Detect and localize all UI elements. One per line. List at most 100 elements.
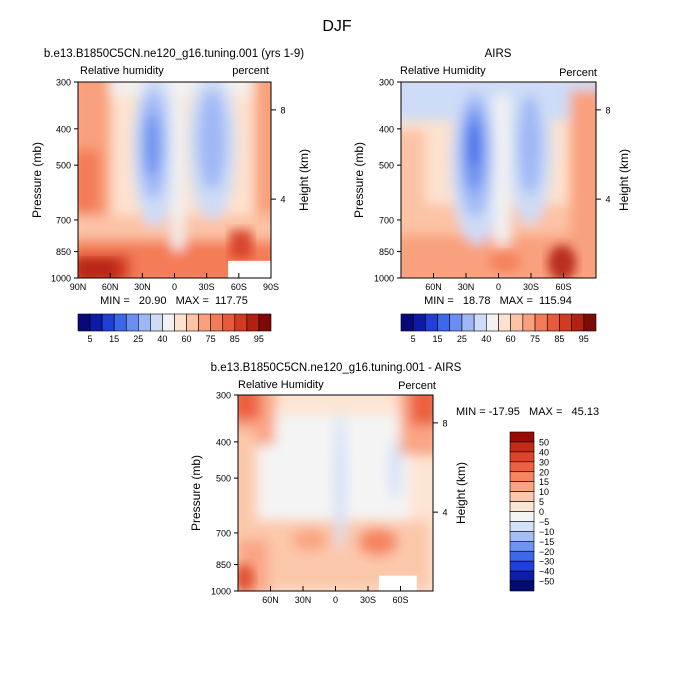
- colorbar-label: −15: [539, 537, 554, 547]
- colorbar-label: 15: [433, 334, 443, 344]
- x-tick-label: 0: [333, 595, 338, 605]
- x-tick-label: 60N: [425, 282, 442, 292]
- colorbar-swatch: [509, 441, 535, 453]
- panel-obs-right-label: Percent: [559, 67, 597, 79]
- field-pale-equator: [494, 95, 510, 245]
- colorbar-swatch: [150, 313, 163, 332]
- y-tick-label: 850: [216, 560, 231, 570]
- x-tick-label: 30S: [523, 282, 539, 292]
- x-tick-label: 30N: [458, 282, 475, 292]
- colorbar-swatch: [509, 451, 535, 463]
- panel-diff: b.e13.B1850C5CN.ne120_g16.tuning.001 - A…: [189, 362, 599, 605]
- colorbar-swatch: [174, 313, 187, 332]
- field-dry-bias-subtropic: [389, 440, 401, 500]
- y-tick-label: 400: [56, 124, 71, 134]
- panel-diff-right-label: Percent: [398, 380, 436, 392]
- height-tick-label: 8: [442, 418, 447, 428]
- colorbar-swatch: [559, 313, 572, 332]
- x-tick-label: 0: [172, 282, 177, 292]
- x-tick-label: 30N: [134, 282, 151, 292]
- colorbar-label: 85: [230, 334, 240, 344]
- y-tick-label: 500: [56, 161, 71, 171]
- colorbar-label: 15: [539, 477, 549, 487]
- colorbar-swatch: [509, 550, 535, 562]
- field-warm-equator-core: [489, 252, 521, 272]
- x-tick-label: 90N: [70, 282, 87, 292]
- colorbar-swatch: [234, 313, 248, 332]
- colorbar-label: 50: [539, 437, 549, 447]
- panel-diff-title: b.e13.B1850C5CN.ne120_g16.tuning.001 - A…: [211, 362, 462, 374]
- colorbar-swatch: [473, 313, 487, 332]
- colorbar-model: 5 15 25 40 60 75 85 95: [77, 313, 272, 344]
- colorbar-label: −50: [539, 577, 554, 587]
- colorbar-label: 40: [157, 334, 167, 344]
- panel-obs-ticks: 300 400 500 700 850 1000 60N 30N 0 30S 60S 8 4: [374, 78, 611, 293]
- colorbar-swatch: [509, 521, 535, 532]
- y-tick-label: 1000: [374, 274, 394, 284]
- colorbar-swatch: [138, 313, 151, 332]
- colorbar-swatch: [509, 491, 535, 502]
- field-moist-bias-south: [358, 528, 398, 556]
- colorbar-swatch: [522, 313, 536, 332]
- colorbar-swatch: [461, 313, 475, 332]
- y-tick-label: 850: [379, 247, 394, 257]
- x-tick-label: 60S: [392, 595, 408, 605]
- colorbar-swatch: [77, 313, 91, 332]
- colorbar-label: 60: [182, 334, 192, 344]
- colorbar-swatch: [449, 313, 463, 332]
- panel-diff-ylabel-right: Height (km): [454, 462, 468, 524]
- panel-obs-left-label: Relative Humidity: [400, 65, 486, 77]
- panel-diff-left-label: Relative Humidity: [238, 379, 324, 391]
- colorbar-swatch: [125, 313, 139, 332]
- panel-model-ylabel-right: Height (km): [297, 149, 311, 211]
- y-tick-label: 1000: [51, 274, 71, 284]
- y-tick-label: 700: [56, 215, 71, 225]
- colorbar-swatch: [509, 471, 535, 482]
- colorbar-label: 25: [457, 334, 467, 344]
- colorbar-label: 5: [539, 497, 544, 507]
- panel-obs: AIRS Relative Humidity Percent: [352, 48, 631, 307]
- colorbar-label: 5: [88, 334, 93, 344]
- field-warm-east-band: [570, 90, 596, 278]
- panel-obs-title: AIRS: [485, 48, 512, 60]
- field-dry-bias-equator: [334, 410, 346, 550]
- colorbar-swatch: [162, 313, 175, 332]
- colorbar-swatch: [186, 313, 199, 332]
- colorbar-swatch: [534, 313, 548, 332]
- x-tick-label: 60N: [102, 282, 119, 292]
- colorbar-swatch: [546, 313, 560, 332]
- panel-diff-stats: MIN = -17.95 MAX = 45.13: [456, 406, 599, 418]
- y-tick-label: 850: [56, 247, 71, 257]
- field-pale-equator: [172, 90, 184, 250]
- colorbar-swatch: [509, 481, 535, 492]
- figure-title: DJF: [322, 18, 352, 35]
- colorbar-label: −20: [539, 547, 554, 557]
- y-tick-label: 1000: [211, 587, 231, 597]
- y-tick-label: 400: [379, 124, 394, 134]
- colorbar-swatch: [437, 313, 451, 332]
- height-tick-label: 4: [280, 195, 285, 205]
- height-tick-label: 4: [442, 508, 447, 518]
- field-dark-southwest: [238, 564, 254, 591]
- x-tick-label: 30S: [199, 282, 215, 292]
- colorbar-swatch: [509, 501, 535, 512]
- panel-model: b.e13.B1850C5CN.ne120_g16.tuning.001 (yr…: [30, 48, 311, 307]
- colorbar-swatch: [509, 461, 535, 473]
- y-tick-label: 400: [216, 437, 231, 447]
- colorbar-swatch: [498, 313, 511, 332]
- colorbar-swatch: [583, 313, 597, 332]
- colorbar-swatch: [412, 313, 426, 332]
- colorbar-swatch: [210, 313, 224, 332]
- panel-model-right-label: percent: [232, 65, 269, 77]
- x-tick-label: 30S: [360, 595, 376, 605]
- y-tick-label: 300: [56, 78, 71, 88]
- field-dark-surface: [78, 260, 116, 278]
- colorbar-swatch: [510, 313, 524, 332]
- height-tick-label: 8: [605, 105, 610, 115]
- colorbar-label: −10: [539, 527, 554, 537]
- panel-obs-ylabel: Pressure (mb): [352, 142, 366, 218]
- panel-diff-ylabel: Pressure (mb): [189, 455, 203, 531]
- colorbar-swatch: [509, 511, 535, 522]
- field-warm-east-core: [410, 395, 433, 425]
